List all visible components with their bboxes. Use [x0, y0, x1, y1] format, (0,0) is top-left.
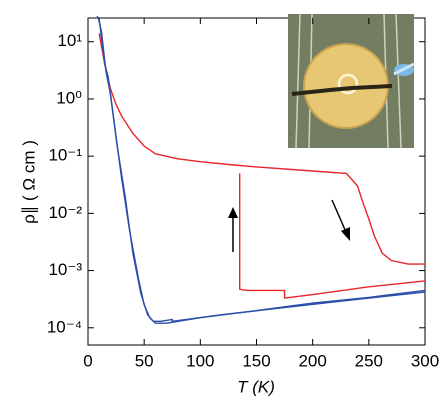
y-tick-label: 10⁻³ — [48, 260, 82, 279]
y-tick-label: 10¹ — [57, 31, 82, 50]
x-tick-label: 300 — [411, 351, 439, 370]
x-tick-label: 250 — [355, 351, 383, 370]
x-tick-label: 50 — [135, 351, 154, 370]
y-tick-label: 10⁻¹ — [48, 146, 82, 165]
inset-photo — [288, 13, 415, 149]
y-tick-label: 10⁰ — [56, 88, 82, 107]
x-tick-label: 100 — [186, 351, 214, 370]
x-tick-label: 200 — [298, 351, 326, 370]
y-tick-label: 10⁻² — [48, 203, 82, 222]
series-line — [98, 33, 425, 265]
y-tick-label: 10⁻⁴ — [47, 317, 82, 336]
y-axis-label: ρ∥ ( Ω cm ) — [19, 140, 38, 224]
series-line — [239, 173, 426, 299]
x-tick-label: 0 — [83, 351, 92, 370]
arrows — [228, 199, 350, 252]
x-axis-label: T (K) — [237, 377, 275, 396]
x-tick-label: 150 — [242, 351, 270, 370]
series-line — [97, 16, 426, 322]
